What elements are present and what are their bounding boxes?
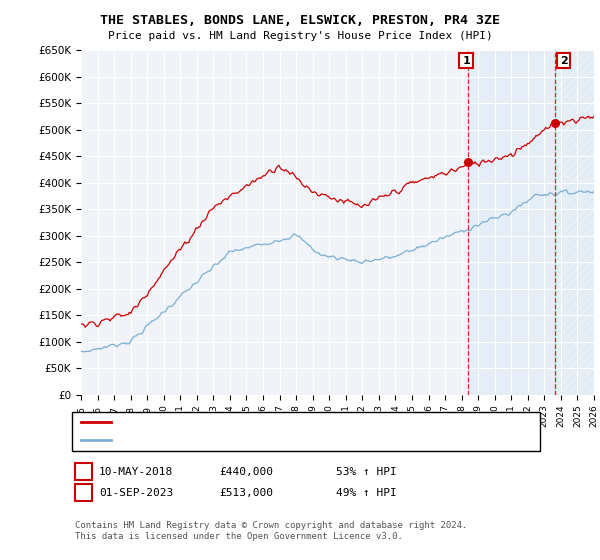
Bar: [468, 50, 556, 395]
Point: [551, 119, 560, 128]
Text: 1: 1: [80, 466, 87, 477]
Text: 10-MAY-2018: 10-MAY-2018: [99, 466, 173, 477]
Text: 1: 1: [462, 55, 470, 66]
Text: 49% ↑ HPI: 49% ↑ HPI: [336, 488, 397, 498]
Point: [463, 157, 473, 166]
Text: 2: 2: [80, 488, 87, 498]
Text: HPI: Average price, detached house, Fylde: HPI: Average price, detached house, Fyld…: [117, 435, 358, 445]
Text: £440,000: £440,000: [219, 466, 273, 477]
Text: 53% ↑ HPI: 53% ↑ HPI: [336, 466, 397, 477]
Text: THE STABLES, BONDS LANE, ELSWICK, PRESTON, PR4 3ZE (detached house): THE STABLES, BONDS LANE, ELSWICK, PRESTO…: [117, 417, 511, 427]
Text: 2: 2: [560, 55, 568, 66]
Text: £513,000: £513,000: [219, 488, 273, 498]
Text: 01-SEP-2023: 01-SEP-2023: [99, 488, 173, 498]
Text: Price paid vs. HM Land Registry's House Price Index (HPI): Price paid vs. HM Land Registry's House …: [107, 31, 493, 41]
Text: Contains HM Land Registry data © Crown copyright and database right 2024.
This d: Contains HM Land Registry data © Crown c…: [75, 521, 467, 540]
Bar: [556, 50, 594, 395]
Text: THE STABLES, BONDS LANE, ELSWICK, PRESTON, PR4 3ZE: THE STABLES, BONDS LANE, ELSWICK, PRESTO…: [100, 14, 500, 27]
